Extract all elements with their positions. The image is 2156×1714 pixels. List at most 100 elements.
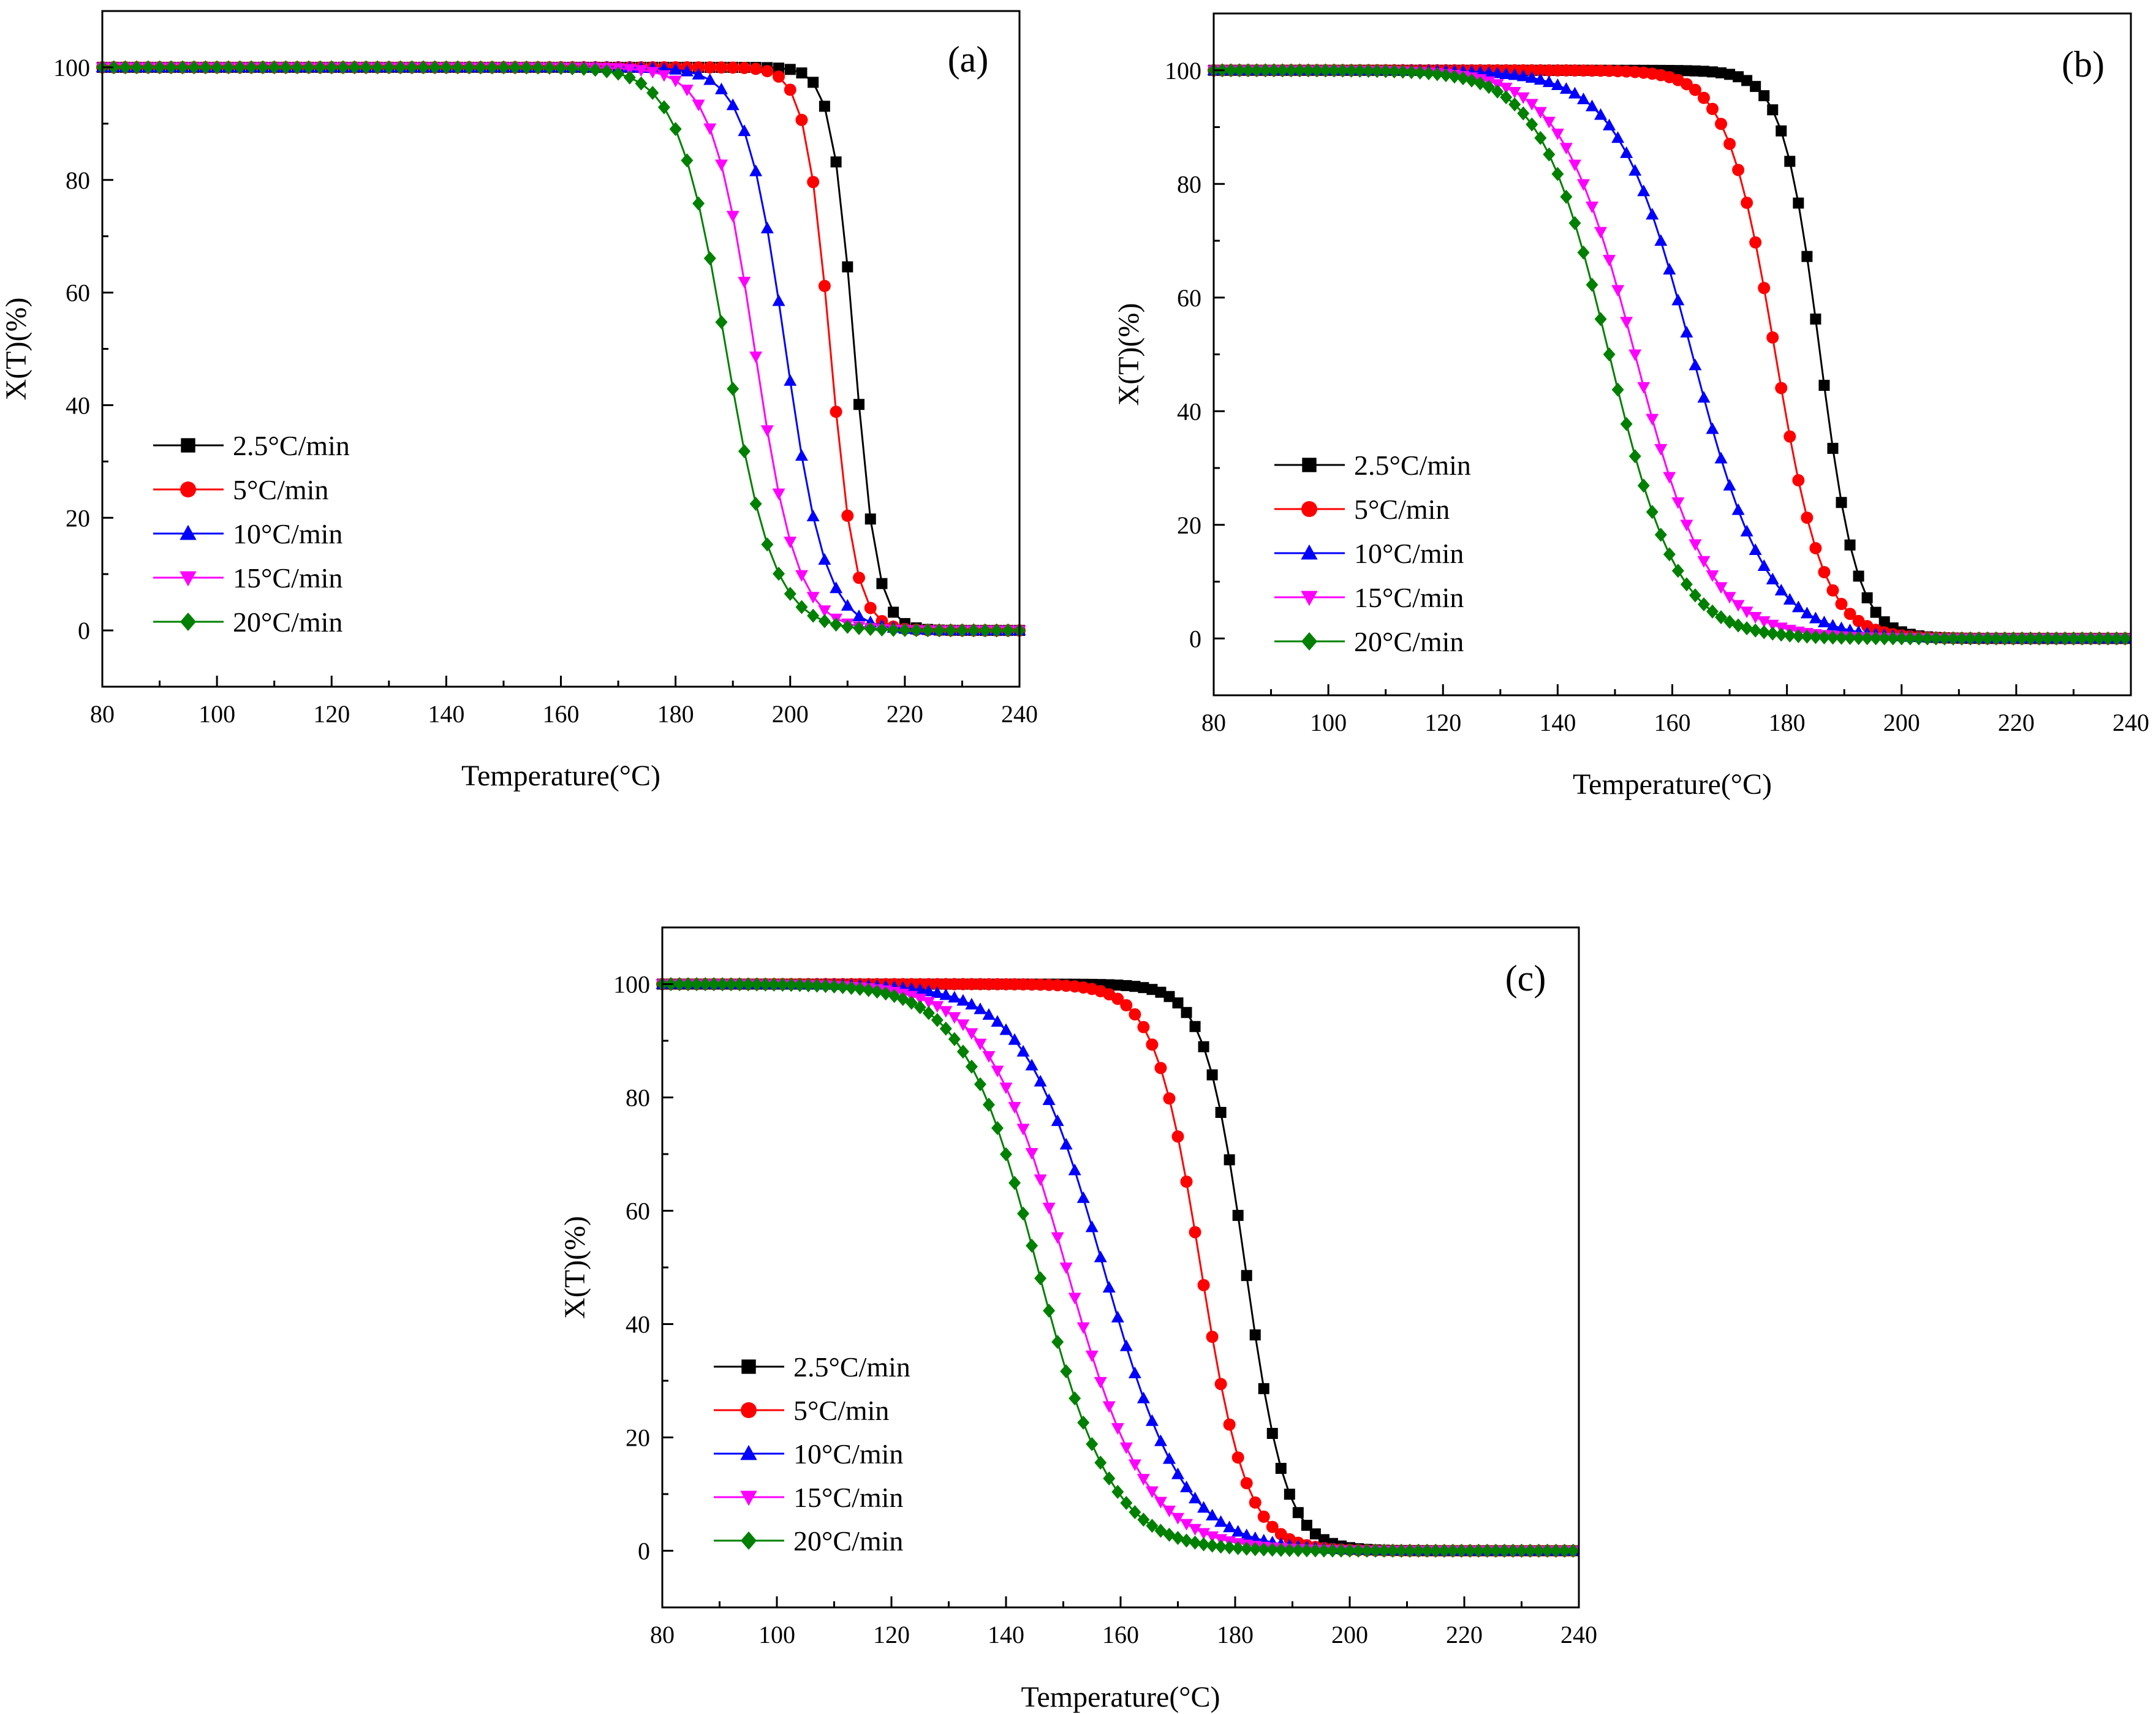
- data-point: [1318, 1534, 1330, 1546]
- data-point: [1378, 1543, 1391, 1558]
- data-point: [2059, 631, 2071, 646]
- legend-marker: [180, 613, 196, 631]
- y-tick-label: 100: [1165, 57, 1201, 85]
- data-point: [1981, 631, 1994, 646]
- data-point: [1567, 1543, 1579, 1558]
- x-tick-label: 220: [1998, 709, 2035, 736]
- data-point: [1388, 64, 1401, 79]
- x-tick-label: 220: [1446, 1621, 1483, 1648]
- data-point: [1628, 164, 1642, 176]
- data-point: [211, 60, 224, 75]
- data-point: [1197, 1501, 1211, 1513]
- data-point: [853, 572, 866, 584]
- data-point: [1852, 631, 1865, 646]
- data-point: [1654, 444, 1668, 456]
- data-point: [806, 510, 820, 522]
- x-tick-label: 120: [313, 700, 350, 728]
- data-point: [577, 61, 590, 76]
- panel-label: (c): [1505, 958, 1546, 999]
- legend-item: 15°C/min: [1274, 582, 1464, 613]
- data-point: [726, 211, 739, 223]
- data-point: [715, 315, 728, 330]
- data-point: [325, 60, 338, 75]
- data-point: [1586, 202, 1599, 214]
- data-point: [1422, 66, 1435, 81]
- data-point: [1637, 382, 1651, 394]
- data-series: [656, 977, 1579, 1558]
- data-point: [1689, 588, 1701, 603]
- data-point: [1646, 505, 1659, 519]
- data-point: [1697, 597, 1710, 612]
- data-point: [1472, 1543, 1485, 1558]
- data-point: [1861, 631, 1874, 646]
- data-point: [703, 61, 716, 74]
- data-point: [1128, 1459, 1141, 1471]
- legend-label: 20°C/min: [1354, 626, 1464, 657]
- data-point: [1154, 1497, 1167, 1509]
- legend-marker: [181, 438, 195, 453]
- data-point: [1912, 631, 1925, 646]
- data-point: [1489, 1543, 1502, 1558]
- data-point: [818, 614, 831, 629]
- data-point: [1223, 1418, 1236, 1431]
- data-point: [1137, 1021, 1150, 1033]
- data-point: [1111, 1423, 1124, 1435]
- data-point: [1938, 631, 1951, 646]
- data-point: [1119, 1442, 1133, 1454]
- data-point: [348, 60, 361, 75]
- data-point: [1603, 347, 1616, 361]
- data-point: [1085, 1220, 1099, 1233]
- data-point: [566, 61, 579, 75]
- data-point: [1810, 313, 1821, 325]
- data-point: [692, 67, 705, 80]
- data-point: [1094, 1250, 1107, 1263]
- series-group: [96, 60, 1026, 638]
- legend-label: 5°C/min: [1354, 494, 1450, 525]
- data-point: [956, 994, 970, 1006]
- data-point: [830, 617, 842, 632]
- data-point: [1214, 1378, 1227, 1391]
- data-point: [1128, 1366, 1141, 1378]
- data-point: [176, 60, 189, 75]
- data-point: [394, 60, 407, 75]
- data-point: [1276, 63, 1289, 78]
- data-point: [1102, 1280, 1116, 1293]
- data-point: [1800, 606, 1814, 619]
- data-point: [830, 406, 842, 418]
- data-point: [1672, 65, 1684, 77]
- x-tick-label: 240: [2113, 709, 2149, 736]
- data-series: [1208, 63, 2131, 646]
- data-point: [931, 1013, 944, 1027]
- data-point: [1266, 1427, 1278, 1439]
- data-point: [520, 60, 533, 75]
- data-point: [879, 986, 892, 1001]
- data-point: [784, 374, 797, 386]
- data-point: [864, 513, 876, 525]
- data-point: [965, 1059, 978, 1074]
- data-point: [1577, 64, 1590, 77]
- data-point: [2084, 631, 2097, 646]
- data-point: [1016, 1123, 1030, 1136]
- data-point: [842, 261, 853, 273]
- data-point: [772, 488, 785, 500]
- x-tick-label: 80: [90, 700, 115, 728]
- legend-item: 20°C/min: [153, 606, 342, 638]
- data-point: [939, 978, 952, 991]
- data-point: [1620, 317, 1633, 329]
- data-point: [807, 608, 820, 623]
- data-point: [784, 83, 796, 96]
- data-point: [1731, 600, 1745, 612]
- data-point: [1929, 631, 1942, 646]
- y-tick-label: 20: [626, 1424, 650, 1452]
- data-point: [1526, 117, 1538, 132]
- data-point: [1534, 130, 1547, 145]
- data-point: [1249, 1496, 1261, 1509]
- data-point: [1102, 1401, 1116, 1413]
- data-point: [864, 622, 877, 636]
- data-point: [130, 60, 143, 75]
- data-point: [1111, 1484, 1124, 1499]
- data-point: [1723, 137, 1736, 150]
- data-point: [1334, 1543, 1347, 1558]
- data-point: [999, 1082, 1013, 1095]
- data-point: [1352, 1543, 1365, 1558]
